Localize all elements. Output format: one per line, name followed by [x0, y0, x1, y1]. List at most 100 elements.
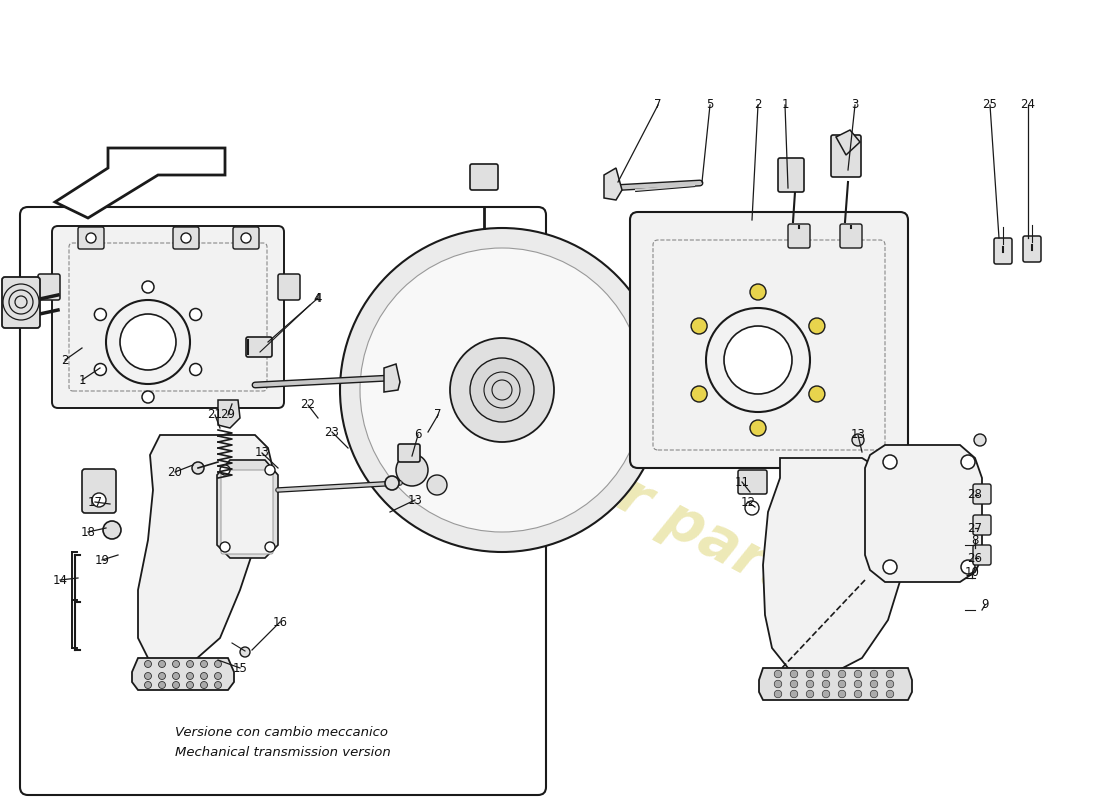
FancyBboxPatch shape [630, 212, 908, 468]
Text: 24: 24 [1021, 98, 1035, 111]
Text: 10: 10 [965, 566, 979, 578]
Text: 3: 3 [851, 98, 859, 111]
FancyBboxPatch shape [778, 158, 804, 192]
Circle shape [790, 670, 798, 678]
Polygon shape [604, 168, 622, 200]
Circle shape [774, 680, 782, 688]
Text: 2: 2 [62, 354, 68, 366]
Circle shape [838, 670, 846, 678]
Circle shape [691, 318, 707, 334]
Circle shape [214, 682, 221, 689]
Text: 11: 11 [735, 475, 749, 489]
Text: 4: 4 [314, 292, 321, 305]
Circle shape [870, 690, 878, 698]
Circle shape [887, 690, 894, 698]
Circle shape [396, 454, 428, 486]
FancyBboxPatch shape [974, 515, 991, 535]
Text: 23: 23 [324, 426, 340, 438]
Polygon shape [836, 130, 860, 155]
Circle shape [961, 560, 975, 574]
FancyBboxPatch shape [830, 135, 861, 177]
Text: 26: 26 [968, 551, 982, 565]
Circle shape [220, 542, 230, 552]
FancyBboxPatch shape [82, 469, 116, 513]
Circle shape [187, 661, 194, 667]
Polygon shape [217, 460, 278, 558]
Text: 16: 16 [273, 615, 287, 629]
Text: 21: 21 [208, 409, 222, 422]
FancyBboxPatch shape [738, 470, 767, 494]
FancyBboxPatch shape [221, 470, 273, 554]
Circle shape [838, 680, 846, 688]
Circle shape [706, 308, 810, 412]
Text: 4: 4 [315, 291, 321, 305]
Circle shape [240, 647, 250, 657]
Circle shape [187, 682, 194, 689]
Text: 29: 29 [220, 409, 235, 422]
Circle shape [691, 386, 707, 402]
Circle shape [158, 673, 165, 679]
Text: 14: 14 [53, 574, 67, 586]
Text: 8: 8 [971, 534, 979, 546]
Text: 17: 17 [88, 495, 102, 509]
Circle shape [806, 680, 814, 688]
Text: 2: 2 [755, 98, 761, 111]
Text: 1: 1 [78, 374, 86, 386]
Circle shape [158, 682, 165, 689]
Circle shape [774, 690, 782, 698]
Circle shape [855, 690, 861, 698]
Circle shape [450, 338, 554, 442]
Circle shape [86, 233, 96, 243]
Circle shape [103, 521, 121, 539]
Circle shape [200, 673, 208, 679]
Text: 7: 7 [654, 98, 662, 111]
Circle shape [887, 670, 894, 678]
Circle shape [750, 284, 766, 300]
Circle shape [173, 661, 179, 667]
Circle shape [189, 309, 201, 321]
Circle shape [855, 670, 861, 678]
Circle shape [200, 682, 208, 689]
Text: 13: 13 [254, 446, 270, 459]
Circle shape [974, 434, 986, 446]
FancyBboxPatch shape [52, 226, 284, 408]
Polygon shape [759, 668, 912, 700]
Polygon shape [384, 364, 400, 392]
Circle shape [241, 233, 251, 243]
FancyBboxPatch shape [788, 224, 810, 248]
Text: 20: 20 [167, 466, 183, 478]
FancyBboxPatch shape [278, 274, 300, 300]
FancyBboxPatch shape [994, 238, 1012, 264]
FancyBboxPatch shape [246, 337, 272, 357]
Text: 13: 13 [408, 494, 422, 506]
FancyBboxPatch shape [974, 545, 991, 565]
Circle shape [887, 680, 894, 688]
Circle shape [173, 673, 179, 679]
FancyBboxPatch shape [2, 277, 40, 328]
Polygon shape [218, 400, 240, 428]
FancyBboxPatch shape [1023, 236, 1041, 262]
Circle shape [92, 493, 106, 507]
Circle shape [745, 501, 759, 515]
Circle shape [192, 462, 204, 474]
Circle shape [144, 661, 152, 667]
Circle shape [144, 673, 152, 679]
Circle shape [182, 233, 191, 243]
FancyBboxPatch shape [398, 444, 420, 462]
Circle shape [961, 455, 975, 469]
Text: 5: 5 [706, 98, 714, 111]
Circle shape [158, 661, 165, 667]
Circle shape [214, 673, 221, 679]
FancyBboxPatch shape [39, 274, 60, 300]
Circle shape [750, 420, 766, 436]
FancyBboxPatch shape [233, 227, 258, 249]
FancyBboxPatch shape [470, 164, 498, 190]
Text: passion for parts...: passion for parts... [310, 308, 890, 652]
Circle shape [470, 358, 534, 422]
Polygon shape [763, 458, 908, 675]
Circle shape [120, 314, 176, 370]
Circle shape [142, 281, 154, 293]
Circle shape [200, 661, 208, 667]
FancyBboxPatch shape [974, 484, 991, 504]
Circle shape [265, 465, 275, 475]
